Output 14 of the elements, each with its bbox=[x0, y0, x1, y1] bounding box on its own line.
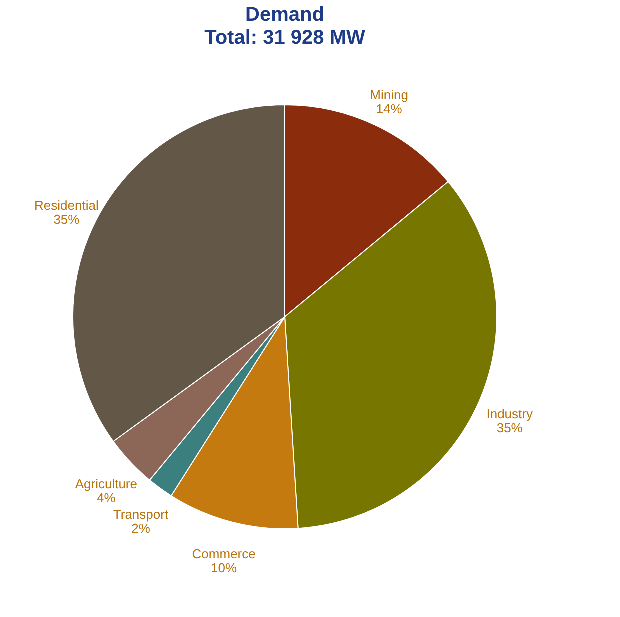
data-label: 35% bbox=[496, 420, 524, 436]
slice-label: Transport bbox=[113, 507, 169, 522]
slice-label: Mining bbox=[370, 87, 408, 102]
slice-label: Agriculture bbox=[75, 476, 138, 492]
chart-title: Demand bbox=[246, 4, 324, 26]
chart-subtitle: Total: 31 928 MW bbox=[204, 27, 366, 49]
slice-label: Residential bbox=[34, 198, 99, 213]
data-label: 10% bbox=[211, 560, 238, 576]
slice-label: Industry bbox=[486, 406, 534, 422]
slice-label: Commerce bbox=[192, 546, 256, 562]
data-label: 35% bbox=[54, 212, 80, 227]
data-label: 2% bbox=[132, 521, 151, 536]
data-label: 4% bbox=[97, 490, 116, 506]
data-label: 14% bbox=[376, 101, 403, 116]
